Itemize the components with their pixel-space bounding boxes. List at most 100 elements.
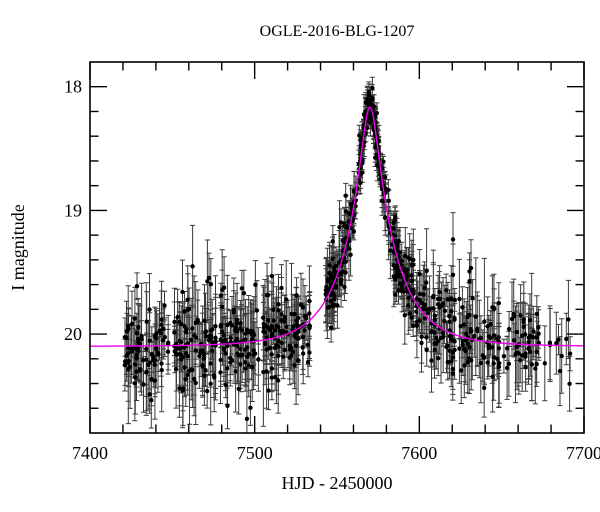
data-point bbox=[246, 363, 251, 368]
data-point bbox=[184, 326, 189, 332]
data-point bbox=[564, 336, 569, 342]
data-point bbox=[464, 331, 469, 337]
data-point bbox=[272, 328, 278, 333]
data-point bbox=[450, 272, 456, 277]
y-tick-label: 20 bbox=[64, 324, 82, 344]
data-point bbox=[467, 269, 472, 274]
data-point bbox=[266, 318, 271, 323]
data-point bbox=[203, 329, 209, 334]
data-point bbox=[437, 296, 442, 302]
data-point bbox=[497, 360, 502, 366]
x-tick-label: 7400 bbox=[72, 443, 108, 463]
data-point bbox=[152, 378, 158, 383]
data-point bbox=[399, 288, 404, 294]
data-point bbox=[340, 238, 345, 243]
data-point bbox=[366, 93, 372, 98]
data-point bbox=[180, 354, 186, 360]
data-point bbox=[279, 340, 285, 346]
data-point bbox=[152, 362, 157, 367]
data-point bbox=[159, 361, 164, 366]
data-point bbox=[325, 279, 331, 284]
data-point bbox=[554, 341, 559, 346]
data-point bbox=[509, 316, 515, 322]
data-point bbox=[409, 278, 414, 283]
data-point bbox=[343, 209, 349, 214]
data-point bbox=[511, 311, 516, 317]
data-point bbox=[467, 356, 472, 361]
data-point bbox=[134, 356, 139, 361]
data-point bbox=[213, 324, 218, 329]
data-point bbox=[468, 265, 474, 271]
data-point bbox=[218, 357, 223, 363]
data-point bbox=[388, 248, 393, 253]
data-point bbox=[295, 358, 301, 363]
data-point bbox=[172, 319, 177, 325]
data-point bbox=[467, 279, 472, 284]
data-point bbox=[179, 339, 184, 344]
data-point bbox=[414, 323, 420, 328]
data-point bbox=[406, 303, 411, 308]
data-point bbox=[526, 335, 531, 340]
data-point bbox=[381, 159, 386, 164]
data-point bbox=[182, 309, 187, 314]
data-point bbox=[482, 319, 487, 324]
data-point bbox=[157, 328, 162, 334]
data-point bbox=[291, 324, 296, 329]
data-point bbox=[472, 334, 477, 339]
data-point bbox=[386, 198, 391, 203]
data-point bbox=[366, 89, 372, 95]
error-bars bbox=[122, 76, 573, 433]
data-point bbox=[201, 356, 207, 361]
data-point bbox=[459, 368, 464, 373]
data-point bbox=[411, 257, 416, 263]
data-point bbox=[482, 385, 487, 391]
data-point bbox=[183, 377, 188, 382]
data-point bbox=[186, 306, 192, 312]
data-point bbox=[292, 311, 297, 317]
data-point bbox=[248, 405, 253, 410]
data-point bbox=[414, 296, 420, 301]
data-point bbox=[370, 85, 375, 91]
data-point bbox=[437, 289, 442, 295]
data-point bbox=[445, 359, 450, 365]
data-point bbox=[208, 381, 213, 386]
data-point bbox=[218, 293, 224, 298]
data-point bbox=[269, 352, 274, 357]
data-point bbox=[491, 361, 496, 366]
data-point bbox=[307, 323, 312, 328]
data-point bbox=[293, 343, 299, 348]
data-point bbox=[264, 292, 270, 298]
data-point bbox=[523, 354, 528, 359]
data-point bbox=[399, 258, 404, 263]
data-point bbox=[409, 262, 414, 267]
data-point bbox=[149, 376, 154, 382]
data-point bbox=[172, 330, 177, 335]
data-point bbox=[342, 284, 347, 290]
data-point bbox=[303, 313, 309, 319]
data-point bbox=[440, 301, 446, 307]
data-point bbox=[300, 305, 306, 310]
data-point bbox=[425, 310, 431, 316]
data-point bbox=[460, 305, 465, 310]
data-point bbox=[481, 355, 487, 360]
data-point bbox=[442, 318, 447, 324]
data-point bbox=[276, 302, 281, 307]
data-point bbox=[529, 362, 535, 367]
data-point bbox=[450, 350, 455, 355]
data-point bbox=[231, 307, 236, 312]
data-point bbox=[397, 281, 403, 286]
y-axis-label: I magnitude bbox=[8, 204, 28, 290]
data-point bbox=[419, 301, 425, 306]
data-point bbox=[383, 215, 388, 220]
data-point bbox=[282, 316, 287, 322]
data-point bbox=[284, 297, 289, 302]
data-point bbox=[206, 275, 212, 281]
data-point bbox=[174, 345, 179, 350]
data-point bbox=[566, 317, 571, 322]
data-point bbox=[365, 98, 370, 103]
data-point bbox=[185, 354, 190, 359]
data-point bbox=[436, 356, 441, 361]
data-point bbox=[501, 354, 507, 359]
data-point bbox=[338, 220, 344, 225]
data-point bbox=[332, 296, 337, 302]
